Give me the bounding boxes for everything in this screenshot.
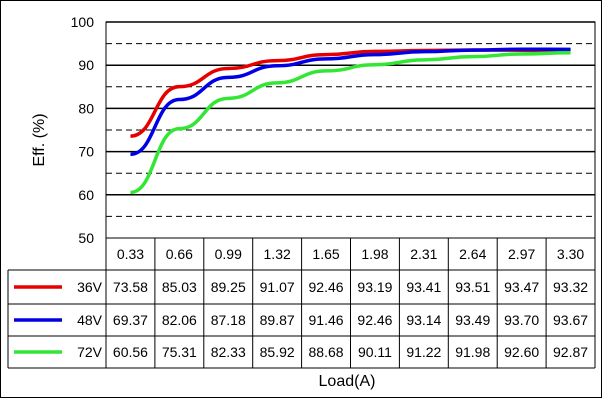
- y-axis-label: Eff. (%): [31, 113, 48, 166]
- x-category-labels: 0.33 0.66 0.99 1.32 1.65 1.98 2.31 2.64 2.97 3.30: [117, 246, 585, 262]
- data-label: 69.37: [113, 312, 148, 328]
- x-tick-label: 2.64: [459, 246, 486, 262]
- data-label: 92.60: [504, 344, 539, 360]
- x-tick-label: 1.98: [361, 246, 388, 262]
- grid-lines: [105, 21, 596, 239]
- data-label: 93.70: [504, 312, 539, 328]
- data-label: 93.51: [455, 279, 490, 295]
- data-label: 89.25: [211, 279, 246, 295]
- data-label: 82.33: [211, 344, 246, 360]
- data-label: 85.03: [162, 279, 197, 295]
- data-label: 91.46: [309, 312, 344, 328]
- y-tick-label: 60: [78, 187, 94, 203]
- y-tick-labels: 50 60 70 80 90 100: [71, 14, 95, 246]
- data-label: 60.56: [113, 344, 148, 360]
- data-label: 92.46: [309, 279, 344, 295]
- series-line-72V: [130, 51, 571, 195]
- data-label: 92.46: [357, 312, 392, 328]
- data-label: 91.98: [455, 344, 490, 360]
- data-label: 88.68: [309, 344, 344, 360]
- data-label: 93.49: [455, 312, 490, 328]
- data-label: 93.47: [504, 279, 539, 295]
- data-label: 93.32: [553, 279, 588, 295]
- x-tick-label: 1.32: [264, 246, 291, 262]
- y-tick-label: 100: [71, 14, 95, 30]
- data-label: 73.58: [113, 279, 148, 295]
- legend-label-48V: 48V: [77, 312, 103, 328]
- y-tick-label: 50: [78, 230, 94, 246]
- data-label: 93.14: [406, 312, 441, 328]
- x-tick-label: 0.99: [215, 246, 242, 262]
- x-axis-label: Load(A): [319, 373, 376, 390]
- data-table: [7, 237, 596, 369]
- data-label: 75.31: [162, 344, 197, 360]
- data-label: 85.92: [260, 344, 295, 360]
- data-label: 87.18: [211, 312, 246, 328]
- x-tick-label: 0.66: [166, 246, 193, 262]
- data-label: 93.41: [406, 279, 441, 295]
- x-tick-label: 2.31: [410, 246, 437, 262]
- y-tick-label: 80: [78, 100, 94, 116]
- x-tick-label: 1.65: [312, 246, 339, 262]
- data-label: 91.22: [406, 344, 441, 360]
- x-tick-label: 0.33: [117, 246, 144, 262]
- series-lines: [130, 47, 571, 195]
- data-label: 91.07: [260, 279, 295, 295]
- data-label: 93.67: [553, 312, 588, 328]
- series-line-48V: [130, 47, 571, 157]
- data-label: 90.11: [358, 344, 392, 360]
- data-label: 89.87: [260, 312, 295, 328]
- data-label: 82.06: [162, 312, 197, 328]
- data-label: 92.87: [553, 344, 588, 360]
- data-table-cells: 36V 73.58 85.03 89.25 91.07 92.46 93.19 93.41 93…: [14, 279, 588, 360]
- y-tick-label: 70: [78, 144, 94, 160]
- data-label: 93.19: [357, 279, 392, 295]
- legend-label-36V: 36V: [77, 279, 103, 295]
- x-tick-label: 3.30: [557, 246, 584, 262]
- legend-label-72V: 72V: [77, 344, 103, 360]
- y-tick-label: 90: [78, 57, 94, 73]
- x-tick-label: 2.97: [508, 246, 535, 262]
